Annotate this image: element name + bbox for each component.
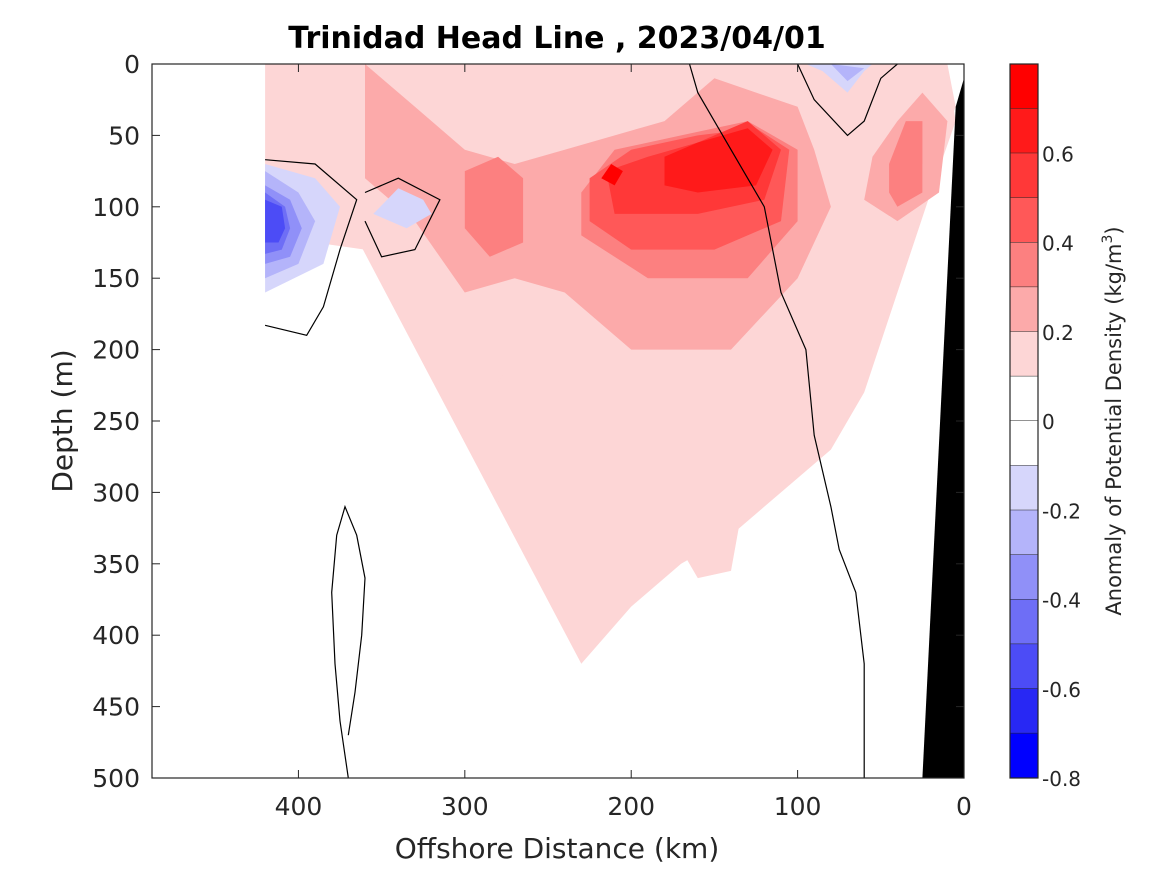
anomaly-field-layer — [265, 64, 956, 664]
colorbar-swatch — [1010, 376, 1038, 421]
colorbar: 0.6 0.4 0.2 0 -0.2 -0.4 -0.6 -0.8 — [1009, 63, 1081, 791]
colorbar-label: Anomaly of Potential Density (kg/m3) — [1100, 226, 1126, 615]
x-tick-label: 0 — [956, 792, 972, 821]
seafloor — [922, 78, 964, 778]
x-tick-label: 400 — [275, 792, 323, 821]
colorbar-swatch — [1010, 64, 1038, 109]
positive-anomaly-0.65 — [664, 128, 773, 193]
colorbar-swatch — [1010, 287, 1038, 332]
y-tick-label: 500 — [92, 764, 140, 793]
bathymetry-layer — [922, 78, 964, 778]
colorbar-frame — [1009, 63, 1039, 779]
y-tick-label: 150 — [92, 264, 140, 293]
y-axis-label: Depth (m) — [46, 349, 79, 492]
y-tick-label: 200 — [92, 336, 140, 365]
y-tick-label: 50 — [108, 121, 140, 150]
colorbar-tick-label: 0.6 — [1042, 142, 1074, 166]
zero-contour-near-top — [797, 64, 898, 137]
offshore-pink-patch-mid — [464, 156, 524, 257]
colorbar-swatch — [1010, 599, 1038, 645]
zero-contour-mid — [364, 177, 441, 258]
colorbar-tick-label: 0 — [1042, 410, 1055, 434]
y-tick-label: 400 — [92, 621, 140, 650]
colorbar-swatch — [1010, 465, 1038, 511]
colorbar-tick-label: 0.2 — [1042, 321, 1074, 345]
colorbar-swatch — [1010, 644, 1038, 689]
colorbar-swatch — [1010, 421, 1038, 466]
negative-anomaly-far-0.55 — [265, 199, 286, 243]
zero-contour-far — [264, 159, 358, 336]
y-tick-label: 250 — [92, 407, 140, 436]
colorbar-swatch — [1010, 153, 1038, 198]
negative-anomaly-near-0.25 — [830, 64, 865, 82]
x-tick-label: 300 — [441, 792, 489, 821]
colorbar-swatch — [1010, 108, 1038, 154]
colorbar-label-main: Anomaly of Potential Density (kg/m — [1102, 244, 1126, 616]
zero-contour-coastal — [688, 64, 865, 778]
colorbar-tick-label: -0.4 — [1042, 589, 1081, 613]
zero-contour-thin-column — [331, 504, 366, 778]
colorbar-swatch — [1010, 197, 1038, 243]
colorbar-swatch — [1010, 554, 1038, 600]
positive-anomaly-0.75 — [601, 164, 623, 186]
colorbar-swatch — [1010, 510, 1038, 555]
colorbar-swatch — [1010, 733, 1038, 778]
colorbar-swatch — [1010, 242, 1038, 288]
y-tick-label: 350 — [92, 550, 140, 579]
colorbar-label-superscript: 3 — [1100, 235, 1116, 244]
chart-title: Trinidad Head Line , 2023/04/01 — [288, 21, 825, 56]
x-axis-label: Offshore Distance (km) — [395, 832, 720, 865]
colorbar-tick-label: -0.8 — [1042, 767, 1081, 791]
y-tick-label: 0 — [124, 50, 140, 79]
y-axis: 0 50 100 150 200 250 300 350 400 450 500 — [92, 50, 964, 793]
colorbar-tick-label: 0.4 — [1042, 232, 1074, 256]
colorbar-tick-label: -0.2 — [1042, 499, 1081, 523]
x-tick-label: 200 — [607, 792, 655, 821]
x-axis: 400 300 200 100 0 — [275, 64, 972, 821]
colorbar-swatch — [1010, 688, 1038, 734]
y-tick-label: 450 — [92, 693, 140, 722]
x-tick-label: 100 — [774, 792, 822, 821]
negative-anomaly-mid — [373, 188, 432, 229]
offshore-pink-core-right — [889, 121, 923, 207]
colorbar-tick-label: -0.6 — [1042, 678, 1081, 702]
colorbar-label-close: ) — [1102, 226, 1126, 234]
zero-contour-layer — [264, 64, 898, 778]
y-tick-label: 300 — [92, 478, 140, 507]
colorbar-swatch — [1010, 331, 1038, 377]
y-tick-label: 100 — [92, 193, 140, 222]
